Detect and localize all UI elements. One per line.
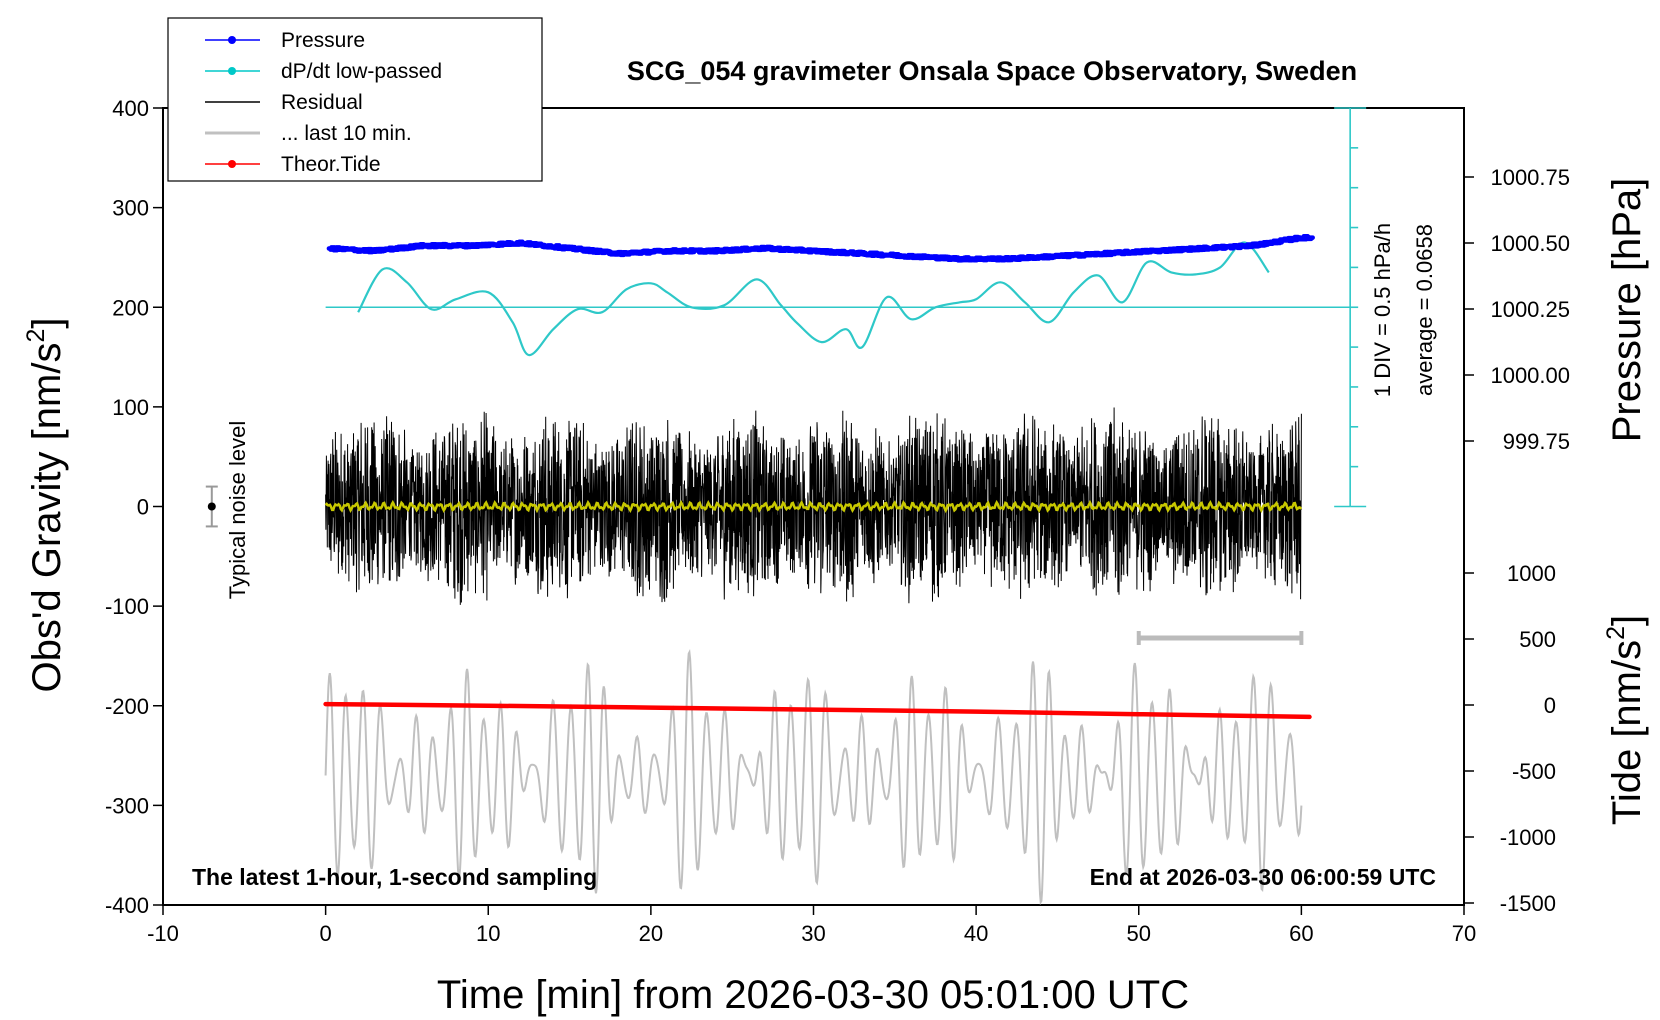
y-axis-label-tide-sup: 2 xyxy=(1602,626,1630,640)
tide-tick-label: 1000 xyxy=(1507,561,1556,586)
y-tick-label: -100 xyxy=(105,594,149,619)
x-axis-ticks: -10 0 10 20 30 40 50 60 70 xyxy=(147,905,1476,946)
x-tick-label: -10 xyxy=(147,921,179,946)
pressure-tick-label: 999.75 xyxy=(1503,429,1570,454)
y-axis-label-left-sup: 2 xyxy=(22,329,50,343)
dpdt-scale-bar xyxy=(1334,107,1367,508)
lowpass-residual-line xyxy=(324,499,1303,514)
x-axis-label: Time [min] from 2026-03-30 05:01:00 UTC xyxy=(437,973,1189,1017)
x-tick-label: 0 xyxy=(320,921,332,946)
y-axis-label-tide-main: Tide [nm/s xyxy=(1605,640,1649,825)
pressure-points xyxy=(326,233,1315,263)
y-axis-ticks: -400 -300 -200 -100 0 100 200 300 400 xyxy=(105,96,163,918)
pressure-tick-label: 1000.25 xyxy=(1490,297,1570,322)
x-tick-label: 30 xyxy=(801,921,825,946)
legend-label: Pressure xyxy=(281,29,365,52)
dpdt-line xyxy=(357,241,1270,357)
x-tick-label: 10 xyxy=(476,921,500,946)
x-tick-label: 40 xyxy=(964,921,988,946)
residual-line xyxy=(325,407,1302,605)
scale-bar-label: 1 DIV = 0.5 hPa/h xyxy=(1370,223,1395,397)
bottom-right-note: End at 2026-03-30 06:00:59 UTC xyxy=(1090,864,1436,890)
y-tick-label: 400 xyxy=(112,96,149,121)
last-10-min-series xyxy=(324,648,1303,905)
noise-level-marker xyxy=(205,485,218,528)
legend-label: Theor.Tide xyxy=(281,153,381,176)
pressure-tick-label: 1000.50 xyxy=(1490,231,1570,256)
legend-marker xyxy=(228,160,236,168)
tide-series xyxy=(323,701,1312,720)
y-tick-label: 0 xyxy=(137,495,149,520)
tide-tick-label: -1500 xyxy=(1500,891,1556,916)
y-tick-label: 100 xyxy=(112,395,149,420)
y-tick-label: 300 xyxy=(112,196,149,221)
last-10-min-bar xyxy=(1136,631,1304,646)
y-axis-label-pressure: Pressure [hPa] xyxy=(1605,178,1649,443)
y-axis-label-left-end: ] xyxy=(25,318,69,329)
noise-level-dot xyxy=(207,502,216,511)
legend-marker xyxy=(228,36,236,44)
legend-label: dP/dt low-passed xyxy=(281,60,442,83)
y-tick-label: 200 xyxy=(112,295,149,320)
tide-tick-label: -500 xyxy=(1512,759,1556,784)
y-tick-label: -400 xyxy=(105,893,149,918)
pressure-tick-label: 1000.00 xyxy=(1490,363,1570,388)
last-10-min-line xyxy=(324,648,1303,905)
y-axis-label-left-main: Obs'd Gravity [nm/s xyxy=(25,343,69,693)
lowpass-residual-series xyxy=(324,499,1303,514)
bottom-left-note: The latest 1-hour, 1-second sampling xyxy=(192,864,597,890)
x-tick-label: 60 xyxy=(1289,921,1313,946)
x-tick-label: 70 xyxy=(1452,921,1476,946)
average-label: average = 0.0658 xyxy=(1412,224,1437,396)
chart-title: SCG_054 gravimeter Onsala Space Observat… xyxy=(627,56,1357,86)
y-axis-label-left: Obs'd Gravity [nm/s2] xyxy=(22,318,69,693)
noise-level-label: Typical noise level xyxy=(225,421,250,600)
legend-label: ... last 10 min. xyxy=(281,122,412,145)
tide-tick-label: 500 xyxy=(1519,627,1556,652)
legend-label: Residual xyxy=(281,91,363,114)
dpdt-series xyxy=(325,241,1351,357)
pressure-tick-label: 1000.75 xyxy=(1490,165,1570,190)
y-axis-label-tide-end: ] xyxy=(1605,615,1649,626)
y-tick-label: -300 xyxy=(105,793,149,818)
tide-line xyxy=(323,701,1312,720)
x-tick-label: 20 xyxy=(639,921,663,946)
y-axis-label-tide: Tide [nm/s2] xyxy=(1602,615,1649,825)
x-tick-label: 50 xyxy=(1127,921,1151,946)
y-tick-label: -200 xyxy=(105,694,149,719)
pressure-axis-ticks: 999.75 1000.00 1000.25 1000.50 1000.75 xyxy=(1464,165,1570,454)
legend-marker xyxy=(228,67,236,75)
tide-tick-label: -1000 xyxy=(1500,825,1556,850)
tide-axis-ticks: -1500 -1000 -500 0 500 1000 xyxy=(1464,561,1556,916)
residual-series xyxy=(325,407,1302,605)
legend-box xyxy=(167,17,543,182)
pressure-series xyxy=(326,233,1315,263)
legend: Pressure dP/dt low-passed Residual ... last… xyxy=(167,17,543,182)
tide-tick-label: 0 xyxy=(1544,693,1556,718)
